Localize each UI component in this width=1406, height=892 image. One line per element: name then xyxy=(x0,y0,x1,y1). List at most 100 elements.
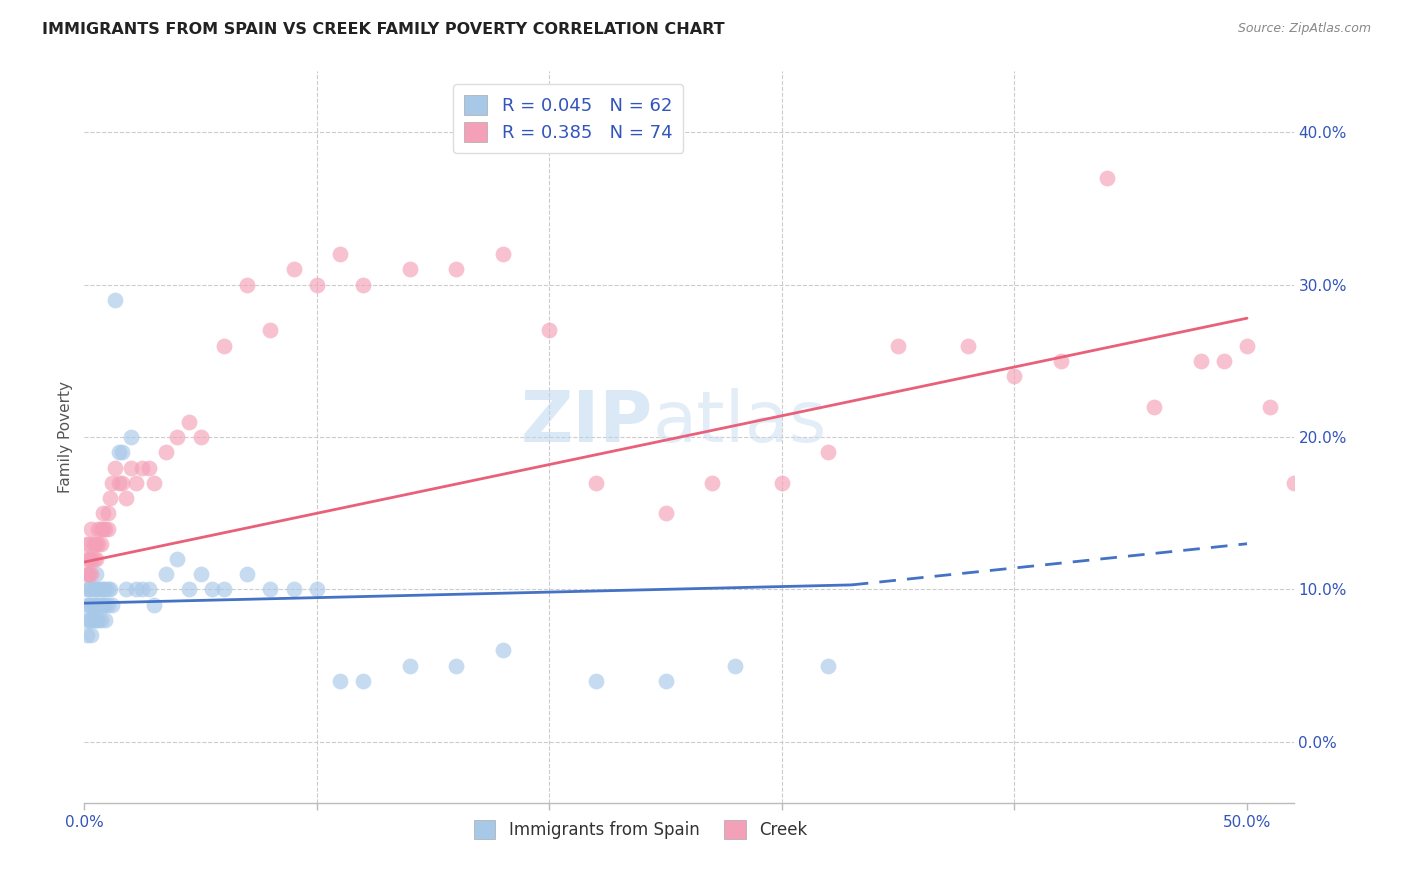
Point xyxy=(1329,338,1351,352)
Point xyxy=(177,582,200,597)
Point xyxy=(76,613,98,627)
Point xyxy=(120,430,142,444)
Point xyxy=(1353,338,1375,352)
Point xyxy=(87,613,110,627)
Point xyxy=(90,537,112,551)
Point xyxy=(399,658,422,673)
Point xyxy=(110,475,132,490)
Legend: Immigrants from Spain, Creek: Immigrants from Spain, Creek xyxy=(467,814,814,846)
Point xyxy=(91,521,114,535)
Point xyxy=(283,262,305,277)
Point xyxy=(1212,354,1234,368)
Point xyxy=(124,582,146,597)
Point xyxy=(97,506,120,520)
Point xyxy=(236,567,259,582)
Point xyxy=(166,552,188,566)
Point xyxy=(76,567,98,582)
Point xyxy=(76,598,98,612)
Point xyxy=(1258,400,1281,414)
Point xyxy=(91,506,114,520)
Point xyxy=(329,673,352,688)
Point xyxy=(98,491,121,505)
Point xyxy=(1306,613,1329,627)
Point xyxy=(104,460,127,475)
Y-axis label: Family Poverty: Family Poverty xyxy=(58,381,73,493)
Point xyxy=(77,613,100,627)
Point xyxy=(98,582,121,597)
Point xyxy=(108,475,131,490)
Point xyxy=(305,277,328,292)
Point xyxy=(654,673,676,688)
Point xyxy=(259,582,281,597)
Point xyxy=(654,506,676,520)
Point xyxy=(155,445,177,459)
Point xyxy=(90,598,112,612)
Point xyxy=(80,552,103,566)
Point xyxy=(492,247,515,261)
Point xyxy=(283,582,305,597)
Point xyxy=(115,582,138,597)
Point xyxy=(124,475,146,490)
Point xyxy=(259,323,281,337)
Point xyxy=(1399,613,1406,627)
Point xyxy=(305,582,328,597)
Point xyxy=(585,673,607,688)
Point xyxy=(1282,475,1305,490)
Point xyxy=(76,628,98,642)
Point xyxy=(108,445,131,459)
Point xyxy=(887,338,910,352)
Point xyxy=(177,415,200,429)
Point xyxy=(84,567,107,582)
Point xyxy=(90,521,112,535)
Point xyxy=(77,567,100,582)
Point xyxy=(702,475,724,490)
Point xyxy=(329,247,352,261)
Point xyxy=(538,323,561,337)
Point xyxy=(80,613,103,627)
Point xyxy=(83,552,105,566)
Point xyxy=(115,491,138,505)
Point xyxy=(1189,354,1212,368)
Point xyxy=(77,537,100,551)
Point xyxy=(1097,171,1119,186)
Point xyxy=(817,658,839,673)
Point xyxy=(84,598,107,612)
Point xyxy=(166,430,188,444)
Point xyxy=(399,262,422,277)
Point xyxy=(352,673,374,688)
Point xyxy=(90,613,112,627)
Point xyxy=(190,430,212,444)
Point xyxy=(83,537,105,551)
Point xyxy=(80,521,103,535)
Point xyxy=(83,598,105,612)
Point xyxy=(120,460,142,475)
Text: ZIP: ZIP xyxy=(520,388,652,457)
Point xyxy=(212,582,235,597)
Point xyxy=(585,475,607,490)
Point xyxy=(94,613,117,627)
Point xyxy=(131,582,153,597)
Point xyxy=(87,598,110,612)
Point xyxy=(87,537,110,551)
Point xyxy=(80,628,103,642)
Point xyxy=(155,567,177,582)
Point xyxy=(91,582,114,597)
Point xyxy=(1004,369,1026,384)
Point xyxy=(84,537,107,551)
Text: atlas: atlas xyxy=(652,388,827,457)
Point xyxy=(446,262,468,277)
Point xyxy=(1375,338,1398,352)
Point xyxy=(90,582,112,597)
Point xyxy=(84,613,107,627)
Text: IMMIGRANTS FROM SPAIN VS CREEK FAMILY POVERTY CORRELATION CHART: IMMIGRANTS FROM SPAIN VS CREEK FAMILY PO… xyxy=(42,22,725,37)
Point xyxy=(80,582,103,597)
Point xyxy=(143,475,166,490)
Point xyxy=(94,598,117,612)
Point xyxy=(91,598,114,612)
Point xyxy=(77,552,100,566)
Point xyxy=(104,293,127,307)
Point xyxy=(724,658,747,673)
Text: Source: ZipAtlas.com: Source: ZipAtlas.com xyxy=(1237,22,1371,36)
Point xyxy=(76,552,98,566)
Point xyxy=(138,582,160,597)
